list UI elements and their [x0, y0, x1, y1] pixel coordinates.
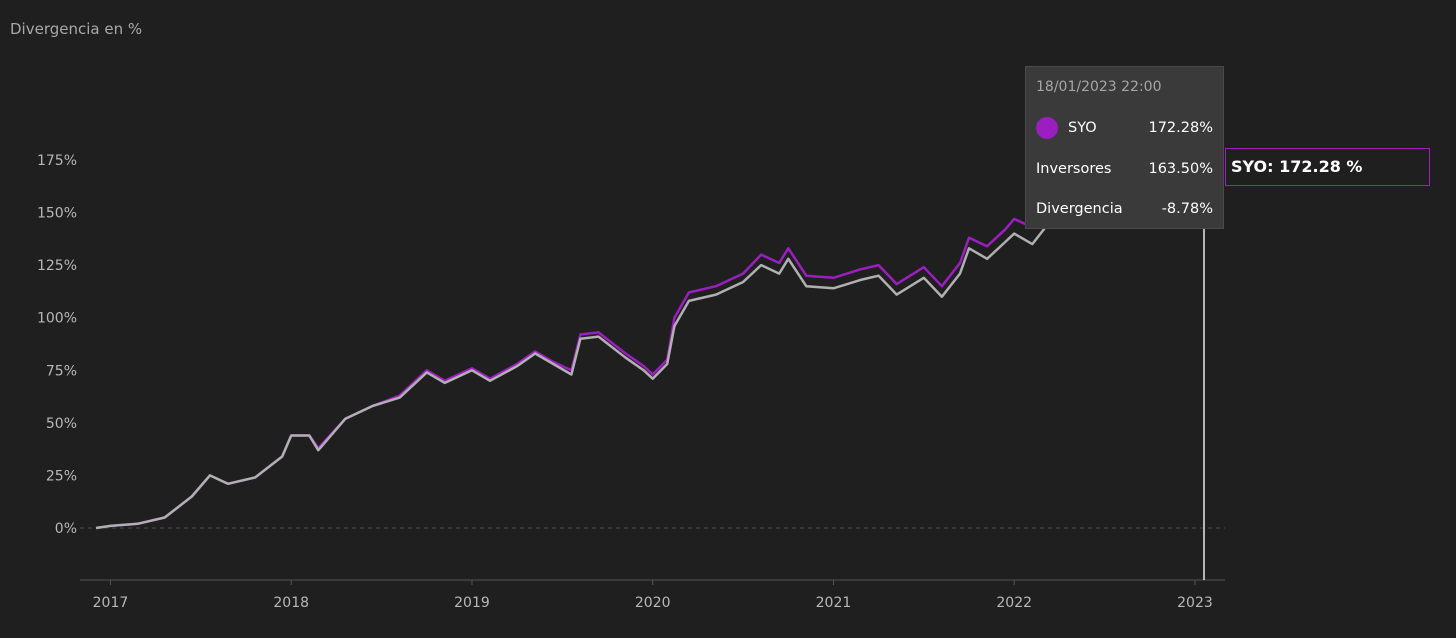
x-tick-label: 2023 [1177, 595, 1213, 611]
tooltip-label-syo: SYO [1068, 120, 1097, 136]
y-tick-label: 25% [46, 468, 77, 484]
chart-title: Divergencia en % [10, 20, 143, 38]
y-tick-label: 175% [37, 153, 77, 169]
y-tick-label: 0% [55, 521, 77, 537]
tooltip-date: 18/01/2023 22:00 [1036, 79, 1162, 95]
x-tick-label: 2022 [996, 595, 1032, 611]
y-tick-label: 125% [37, 258, 77, 274]
y-tick-label: 150% [37, 206, 77, 222]
tooltip-value-divergencia: -8.78% [1161, 201, 1213, 217]
y-tick-label: 50% [46, 416, 77, 432]
x-tick-label: 2020 [635, 595, 671, 611]
syo-dot-icon [1036, 117, 1058, 139]
tooltip-label-inversores: Inversores [1036, 161, 1112, 177]
y-tick-label: 100% [37, 311, 77, 327]
x-tick-label: 2018 [273, 595, 309, 611]
x-tick-label: 2017 [93, 595, 129, 611]
series-end-label: SYO: 172.28 % [1225, 148, 1430, 186]
tooltip-value-inversores: 163.50% [1148, 161, 1213, 177]
tooltip: 18/01/2023 22:00 SYO 172.28% Inversores … [1025, 66, 1224, 229]
x-tick-label: 2019 [454, 595, 490, 611]
series-line-inversores [95, 182, 1205, 530]
y-tick-label: 75% [46, 363, 77, 379]
x-tick-label: 2021 [816, 595, 852, 611]
tooltip-value-syo: 172.28% [1148, 120, 1213, 136]
tooltip-label-divergencia: Divergencia [1036, 201, 1123, 217]
